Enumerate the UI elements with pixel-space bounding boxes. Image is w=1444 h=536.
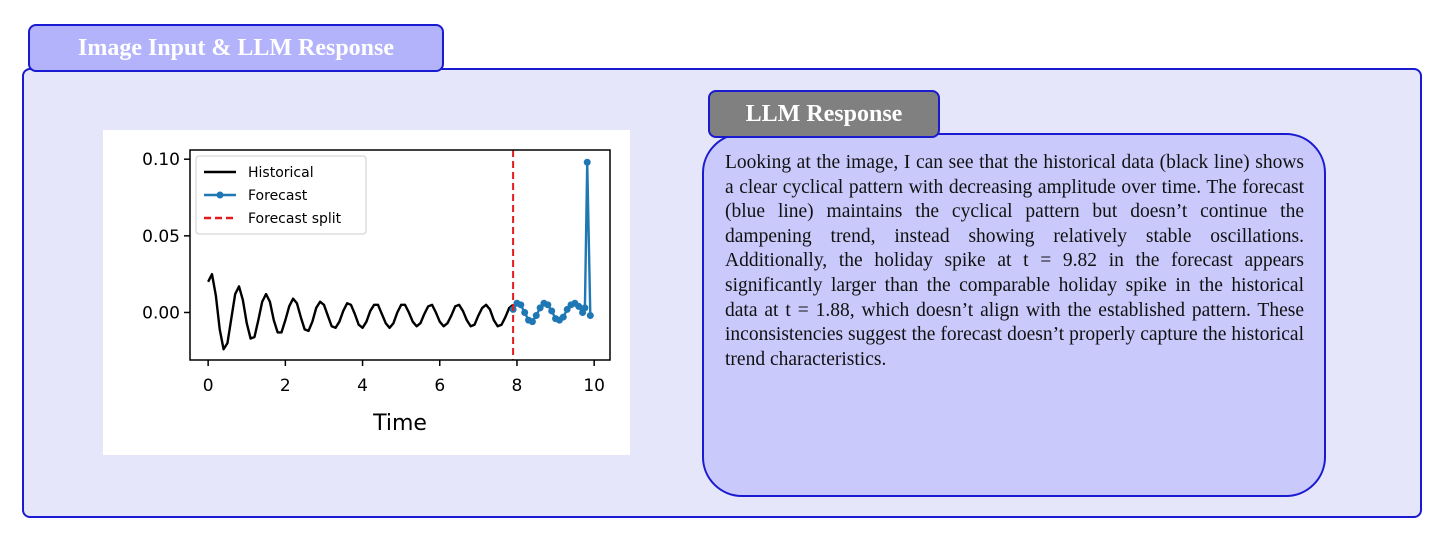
legend-label: Forecast split (248, 211, 342, 227)
series-marker (521, 308, 529, 316)
legend-label: Forecast (248, 188, 308, 204)
series-marker (536, 304, 544, 312)
x-tick-label: 10 (583, 376, 605, 396)
legend-label: Historical (248, 165, 314, 181)
series-marker (575, 302, 583, 310)
x-tick-label: 2 (280, 376, 291, 396)
series-marker (528, 318, 536, 326)
y-tick-label: 0.00 (142, 303, 180, 323)
x-tick-label: 8 (512, 376, 523, 396)
response-text: Looking at the image, I can see that the… (725, 152, 1304, 370)
series-marker (581, 304, 589, 312)
series-marker (532, 312, 540, 320)
panel-title: Image Input & LLM Response (28, 24, 444, 72)
series-marker (517, 301, 525, 309)
x-tick-label: 4 (357, 376, 368, 396)
series-marker (544, 301, 552, 309)
response-box: Looking at the image, I can see that the… (702, 133, 1326, 497)
series-line (207, 272, 514, 351)
x-axis-label: Time (372, 411, 427, 436)
series-marker (583, 158, 591, 166)
chart: 0.00 0.05 0.10 0 2 4 6 8 10 Time Historical Forecas… (142, 149, 611, 436)
series-marker (586, 312, 594, 320)
series-marker (563, 305, 571, 313)
x-tick-label: 0 (203, 376, 214, 396)
chart-image: 0.00 0.05 0.10 0 2 4 6 8 10 Time Historical Forecas… (103, 130, 630, 455)
series-marker (548, 307, 556, 315)
y-tick-label: 0.10 (142, 150, 180, 170)
plot-frame (189, 149, 611, 361)
y-tick-label: 0.05 (142, 227, 180, 247)
series-line (512, 161, 592, 323)
legend-box (195, 155, 367, 235)
response-title: LLM Response (708, 90, 940, 138)
x-tick-label: 6 (434, 376, 445, 396)
legend-marker (216, 191, 224, 199)
series-marker (559, 313, 567, 321)
